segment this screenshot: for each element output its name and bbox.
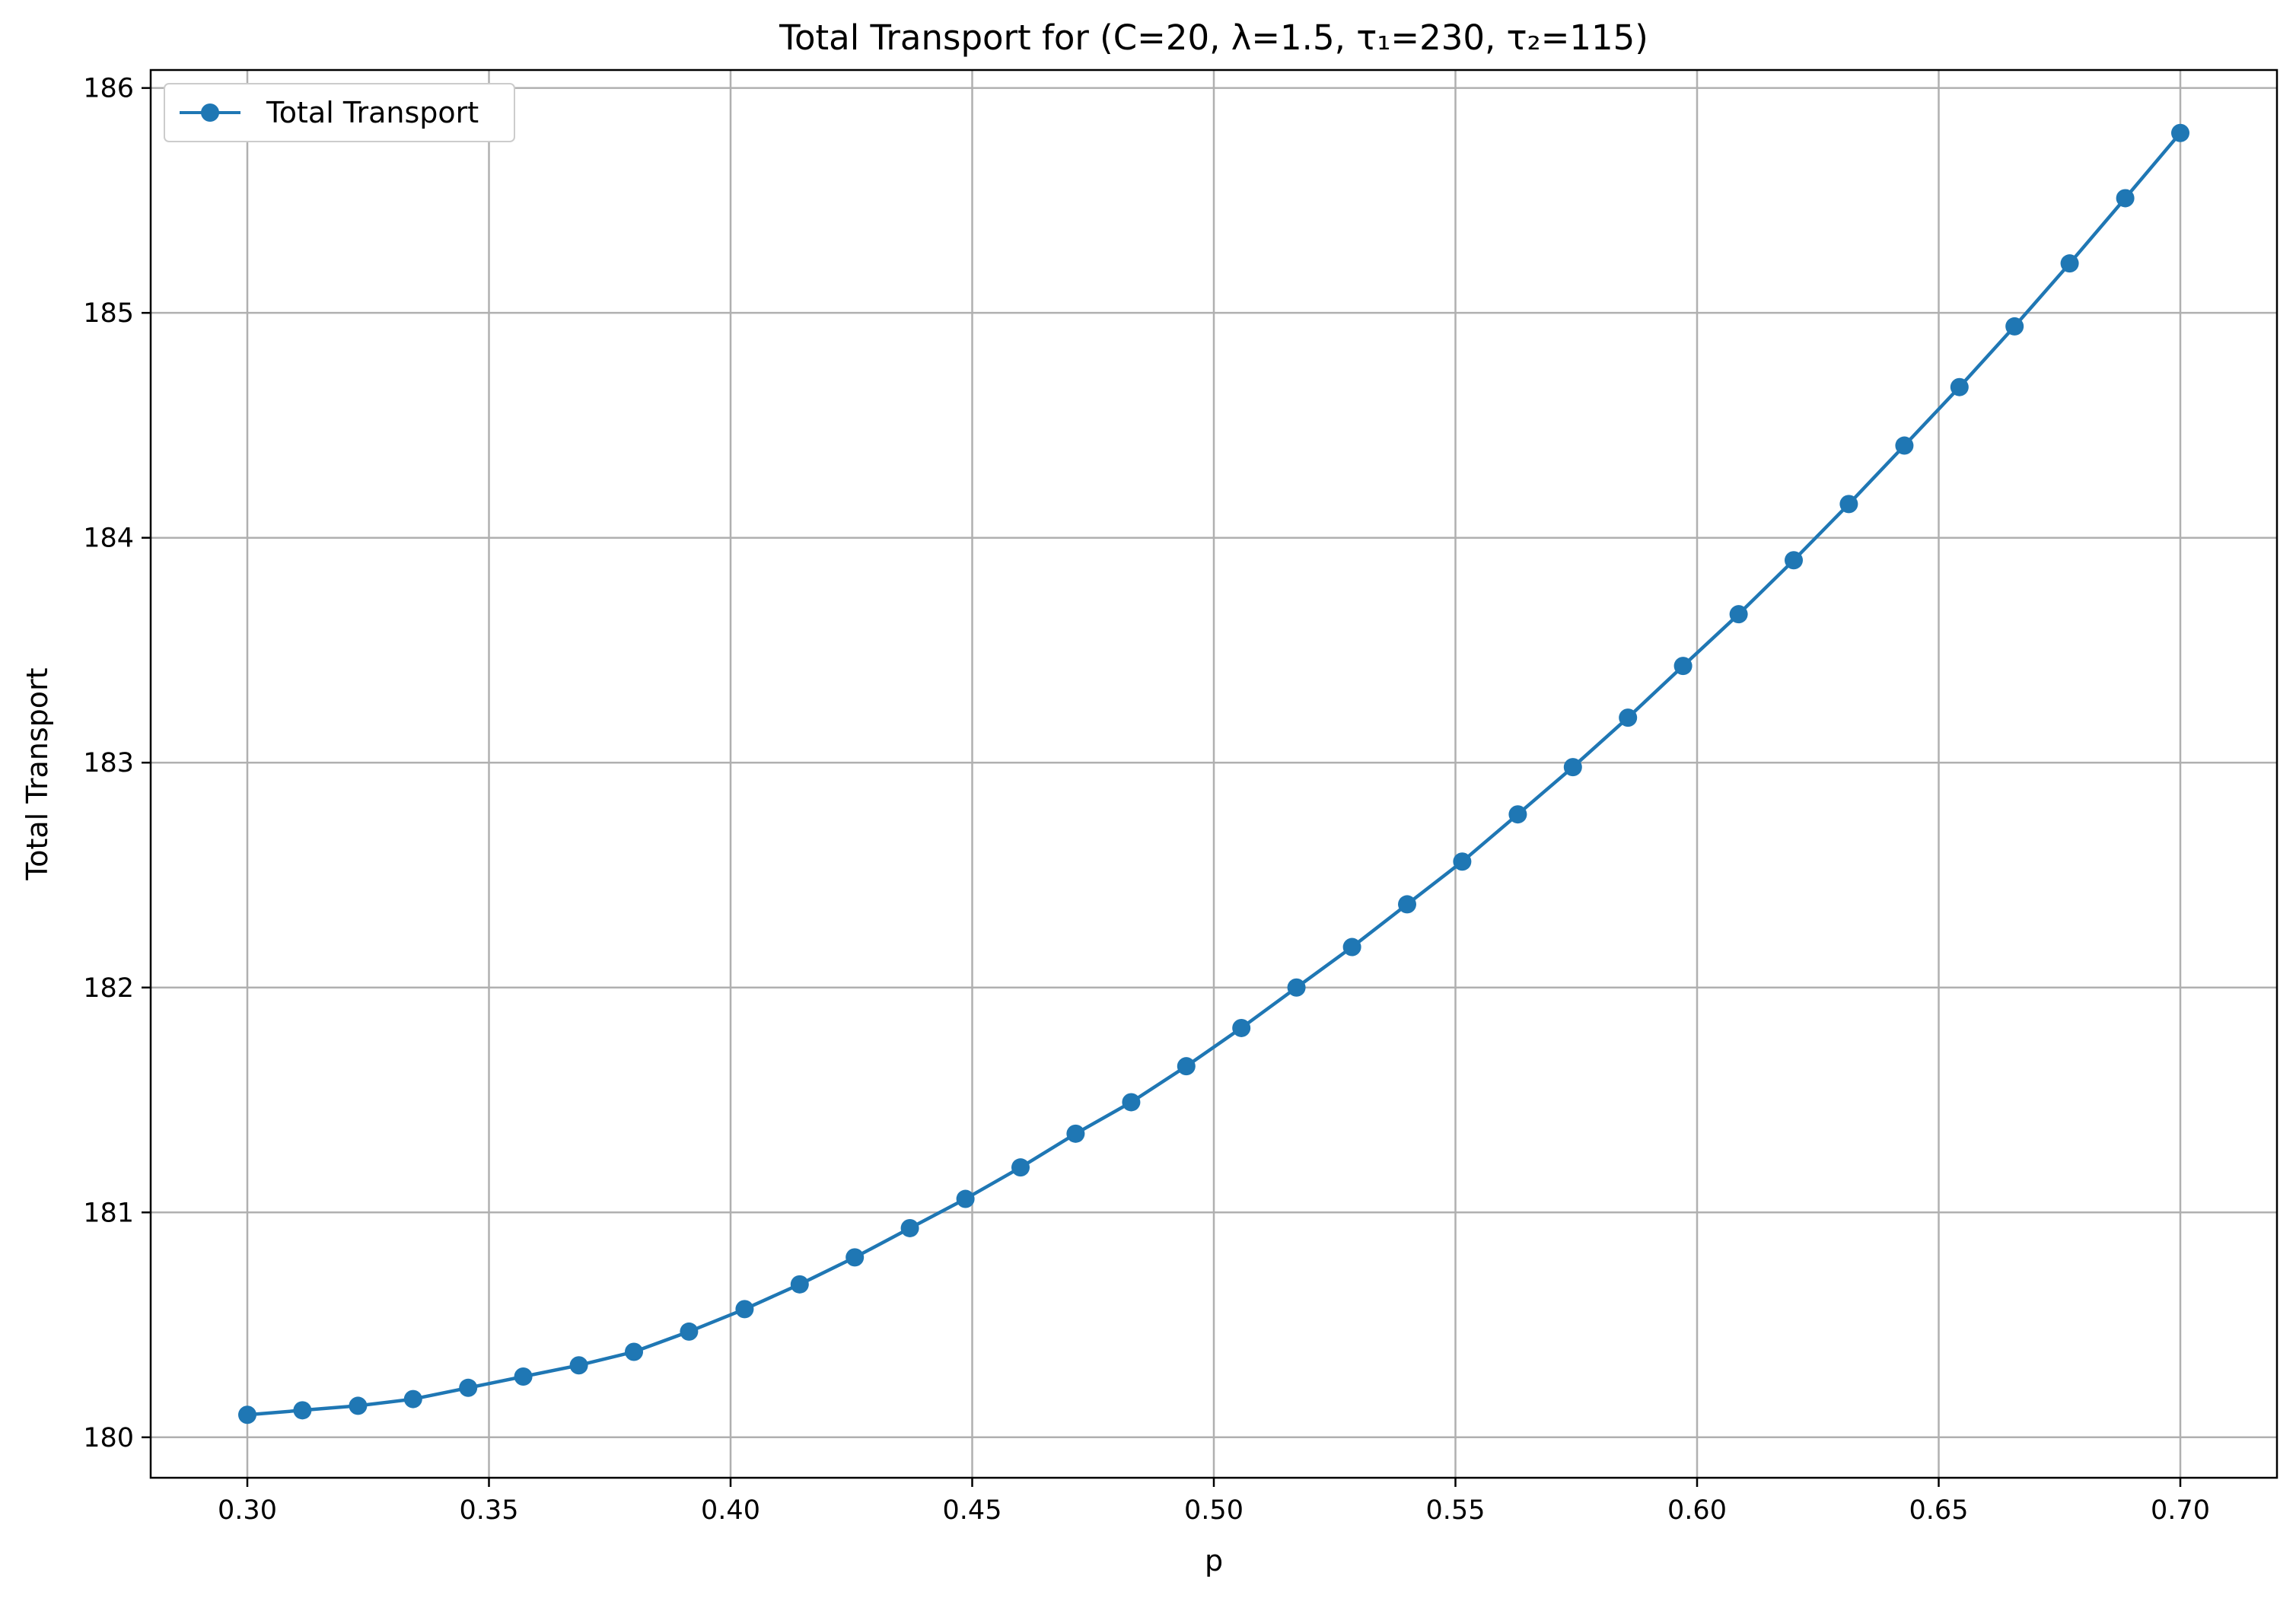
data-point: [2116, 189, 2135, 208]
data-point: [1508, 805, 1527, 824]
data-point: [956, 1189, 975, 1208]
data-point: [1398, 895, 1416, 914]
data-point: [1453, 852, 1472, 871]
data-point: [1950, 377, 1969, 396]
y-tick-label: 185: [83, 298, 134, 329]
x-tick-label: 0.55: [1426, 1495, 1486, 1526]
data-point: [1287, 978, 1306, 997]
y-tick-label: 180: [83, 1423, 134, 1453]
data-point: [900, 1218, 919, 1237]
data-point: [459, 1378, 478, 1397]
series-line: [247, 132, 2182, 1417]
data-point: [238, 1405, 256, 1425]
grid-lines: [151, 70, 2277, 1478]
chart-title: Total Transport for (C=20, λ=1.5, τ₁=230…: [779, 18, 1648, 58]
data-point: [625, 1342, 643, 1361]
data-point: [1232, 1018, 1251, 1037]
y-axis-label: Total Transport: [21, 667, 54, 880]
x-tick-label: 0.70: [2151, 1495, 2210, 1526]
data-point: [680, 1322, 699, 1341]
x-tick-label: 0.35: [460, 1495, 519, 1526]
data-point: [1011, 1158, 1030, 1177]
data-point: [1673, 657, 1693, 676]
y-tick-label: 182: [83, 973, 134, 1004]
legend-marker-swatch: [201, 103, 219, 122]
x-tick-label: 0.40: [701, 1495, 760, 1526]
data-point: [1177, 1057, 1196, 1076]
data-point: [569, 1356, 588, 1375]
x-tick-label: 0.30: [218, 1495, 277, 1526]
x-tick-label: 0.50: [1184, 1495, 1244, 1526]
series-layer: [238, 123, 2189, 1425]
data-point: [1785, 551, 1803, 570]
data-point: [1342, 937, 1361, 957]
legend-label: Total Transport: [266, 96, 479, 129]
legend: Total Transport: [164, 83, 515, 142]
y-tick-label: 186: [83, 74, 134, 104]
data-point: [1563, 758, 1582, 777]
x-tick-label: 0.45: [943, 1495, 1002, 1526]
data-point: [1122, 1093, 1141, 1112]
x-tick-label: 0.65: [1909, 1495, 1969, 1526]
data-point: [2005, 317, 2024, 336]
data-point: [514, 1367, 533, 1386]
y-tick-label: 183: [83, 748, 134, 778]
x-tick-label: 0.60: [1667, 1495, 1727, 1526]
x-axis-label: p: [1205, 1544, 1223, 1577]
data-point: [403, 1389, 422, 1409]
data-point: [1839, 495, 1858, 514]
data-point: [293, 1401, 312, 1420]
data-point: [349, 1396, 368, 1415]
data-point: [1895, 436, 1914, 455]
y-tick-label: 181: [83, 1198, 134, 1228]
data-point: [790, 1275, 809, 1294]
data-point: [2060, 254, 2079, 273]
y-tick-label: 184: [83, 524, 134, 554]
data-point: [2171, 123, 2189, 142]
data-point: [735, 1300, 754, 1319]
legend-box: [164, 83, 515, 142]
data-point: [1066, 1124, 1085, 1143]
axis-ticks: 0.30 0.35 0.40 0.45 0.50 0.55 0.60 0.65 0.70 180 1…: [83, 74, 2210, 1526]
data-point: [845, 1248, 865, 1267]
data-point: [1729, 605, 1748, 624]
data-point: [1619, 708, 1638, 727]
